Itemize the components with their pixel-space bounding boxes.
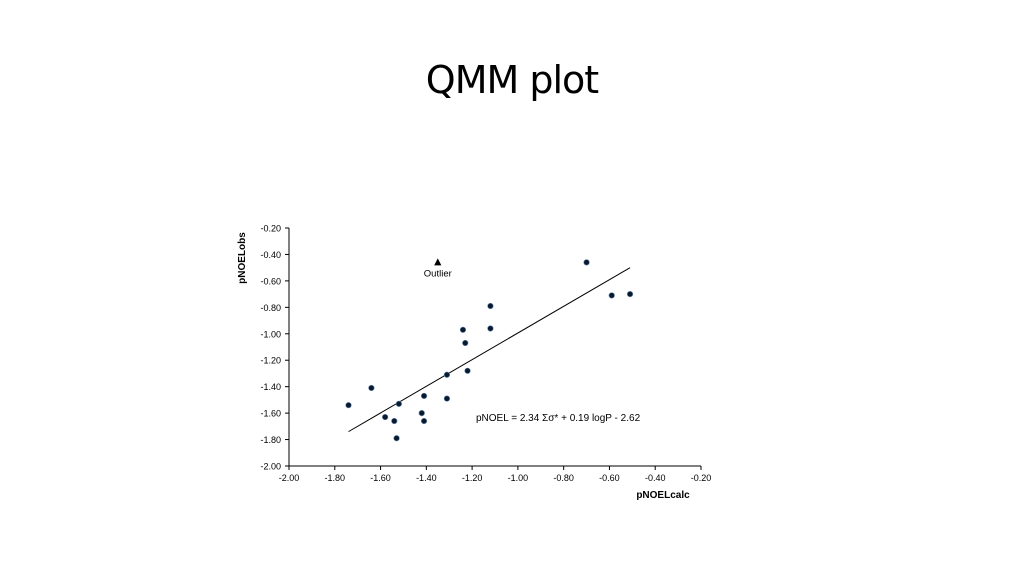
data-point [487,302,494,310]
regression-line [348,267,631,433]
data-point [443,371,451,378]
x-tick-label: -1.20 [462,473,483,483]
y-tick-label: -1.40 [260,382,281,392]
chart-axes [288,228,701,467]
data-point [626,291,634,298]
outlier-group: Outlier [424,258,452,279]
outlier-marker [434,258,442,266]
data-point [382,413,389,421]
x-tick-label: -1.40 [416,473,437,483]
regression-equation: pNOEL = 2.34 Σσ* + 0.19 logP - 2.62 [476,413,641,424]
y-tick-label: -0.20 [260,224,281,234]
y-tick-label: -2.00 [260,462,281,472]
x-tick-label: -0.80 [553,473,574,483]
y-tick-label: -0.80 [260,303,281,313]
y-tick-label: -1.20 [260,356,281,366]
y-tick-label: -1.80 [260,435,281,445]
data-point [420,417,428,425]
outlier-label: Outlier [424,268,452,279]
data-point [583,259,590,266]
fit-line [348,267,631,433]
data-point [368,384,375,392]
x-tick-label: -1.60 [370,473,391,483]
y-axis-label: pNOELobs [237,232,248,284]
x-axis-ticks: -2.00 -1.80 -1.60 -1.40 -1.20 -1.00 -0.80 -0.60… [279,466,712,483]
data-point [487,325,494,332]
data-point [345,402,352,409]
data-point [393,435,400,442]
data-point [418,410,425,417]
x-axis-label: pNOELcalc [636,490,690,501]
y-tick-label: -1.60 [260,409,281,419]
x-tick-label: -0.40 [645,473,666,483]
x-tick-label: -0.20 [691,473,712,483]
data-point [459,326,467,333]
data-point [462,339,469,347]
slide-title: QMM plot [425,58,599,102]
data-point [420,392,428,400]
data-point [395,400,402,407]
y-tick-label: -0.60 [260,276,281,286]
data-point [608,292,615,299]
x-tick-label: -0.60 [599,473,620,483]
data-point [443,395,451,402]
x-tick-label: -2.00 [279,473,300,483]
data-point [464,367,471,374]
data-point [391,417,398,425]
x-tick-label: -1.00 [508,473,529,483]
data-points [345,259,634,442]
y-tick-label: -0.40 [260,250,281,260]
y-axis-ticks: -2.00 -1.80 -1.60 -1.40 -1.20 -1.00 -0.80 -0.60… [260,224,289,472]
x-tick-label: -1.80 [325,473,346,483]
y-tick-label: -1.00 [260,329,281,339]
